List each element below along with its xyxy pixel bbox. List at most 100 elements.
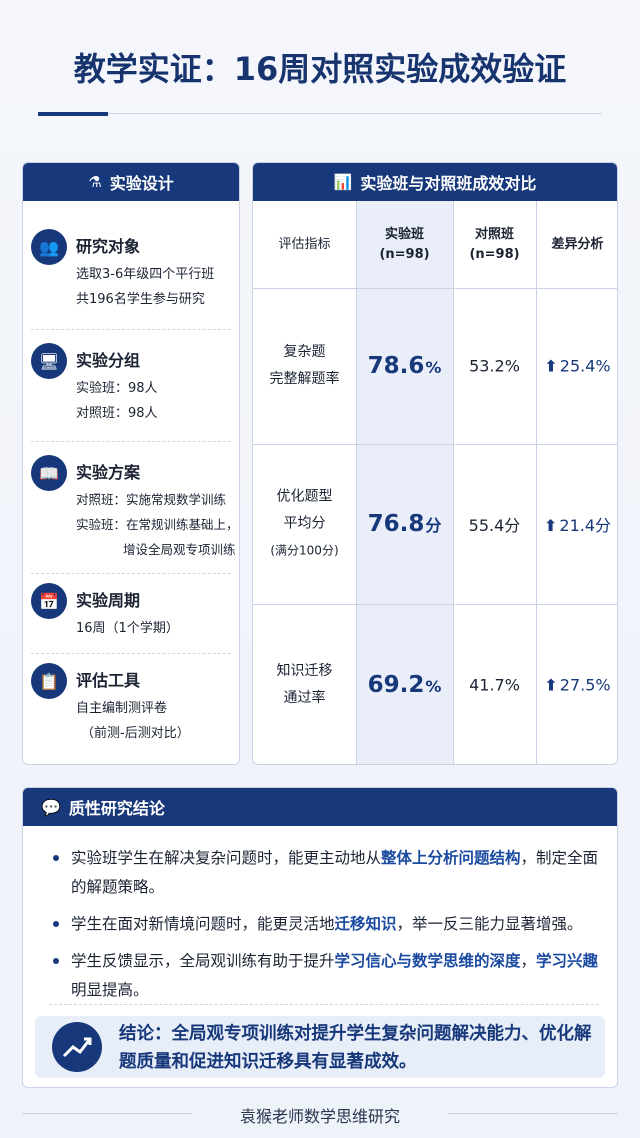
separator	[31, 653, 231, 654]
bullet: 学生反馈显示，全局观训练有助于提升学习信心与数学思维的深度，学习兴趣明显提高。	[49, 947, 599, 1005]
item-icon: 📅	[31, 583, 67, 619]
bullet: 学生在面对新情境问题时，能更灵活地迁移知识，举一反三能力显著增强。	[49, 910, 599, 939]
experimental-value: 78.6%	[368, 353, 442, 379]
highlight-text: 学习兴趣	[536, 952, 599, 970]
panel-header: 📊 实验班与对照班成效对比	[253, 163, 617, 201]
up-arrow: ⬆	[544, 675, 558, 695]
difference: ⬆ 25.4%	[544, 357, 610, 376]
bullet-text: ，举一反三能力显著增强。	[396, 915, 583, 933]
value: 69.2	[367, 672, 425, 698]
bullet-dot	[53, 921, 59, 927]
divider	[49, 1004, 599, 1005]
item-title: 研究对象	[76, 237, 141, 256]
panel-header: 💬 质性研究结论	[23, 788, 617, 826]
difference-value: 21.4分	[559, 516, 612, 535]
value: 76.8	[367, 511, 425, 537]
comparison-panel: 📊 实验班与对照班成效对比 评估指标 实验班 (n=98) 对照班 (n=98) 差异分析复…	[252, 162, 618, 765]
panel-header: ⚗ 实验设计	[23, 163, 239, 201]
conclusion-box: 结论：全局观专项训练对提升学生复杂问题解决能力、优化解题质量和促进知识迁移具有显…	[35, 1016, 605, 1078]
row-line	[253, 288, 617, 289]
unit: %	[425, 677, 442, 696]
difference-value: 25.4%	[559, 356, 611, 376]
item-title: 评估工具	[76, 671, 141, 690]
metric-text: 知识迁移	[276, 663, 333, 679]
conclusion-icon	[52, 1022, 102, 1072]
bullet: 实验班学生在解决复杂问题时，能更主动地从整体上分析问题结构，制定全面的解题策略。	[49, 844, 599, 902]
item-line: 16周（1个学期）	[76, 621, 179, 636]
item-line: 选取3-6年级四个平行班	[76, 267, 215, 282]
unit: %	[425, 358, 442, 377]
difference: ⬆ 21.4分	[544, 512, 611, 536]
item-line: 自主编制测评卷	[76, 701, 168, 716]
header-text: (n=98)	[469, 246, 520, 262]
experimental-value: 69.2%	[368, 672, 442, 698]
up-arrow: ⬆	[544, 356, 558, 376]
control-value: 55.4分	[468, 516, 521, 535]
difference-value: 27.5%	[559, 675, 611, 695]
conclusion-text: 结论：全局观专项训练对提升学生复杂问题解决能力、优化解题质量和促进知识迁移具有显…	[119, 1024, 592, 1072]
up-arrow: ⬆	[543, 516, 558, 535]
metric-text: 平均分	[283, 515, 326, 532]
experimental-value: 76.8分	[368, 511, 442, 537]
row-line	[253, 444, 617, 445]
metric-text: 复杂题	[283, 344, 326, 360]
metric-cell: 复杂题 完整解题率	[270, 339, 340, 393]
bullet-list: 实验班学生在解决复杂问题时，能更主动地从整体上分析问题结构，制定全面的解题策略。…	[49, 844, 599, 1005]
footer-rule	[448, 1113, 618, 1114]
metric-cell: 知识迁移 通过率	[277, 658, 333, 712]
unit: 分	[425, 516, 442, 535]
column-line	[453, 201, 454, 764]
value: 78.6	[367, 353, 425, 379]
footer: 袁猴老师数学思维研究	[239, 1107, 400, 1126]
difference: ⬆ 27.5%	[544, 676, 610, 695]
header-cell: 评估指标	[278, 235, 330, 255]
header-cell: 实验班 (n=98)	[379, 225, 429, 265]
highlight-text: 整体上分析问题结构	[381, 849, 521, 867]
item-icon: 📋	[31, 663, 67, 699]
separator	[31, 441, 231, 442]
metric-text: 通过率	[283, 690, 326, 706]
separator	[31, 329, 231, 330]
item-line: 实验班：在常规训练基础上，	[76, 517, 239, 532]
header-text: (n=98)	[379, 246, 430, 262]
design-panel: ⚗ 实验设计 👥 研究对象选取3-6年级四个平行班 共196名学生参与研究 🖥 实验分组实…	[22, 162, 240, 765]
header-text: 对照班	[474, 226, 514, 242]
header-text: 差异分析	[551, 236, 604, 252]
bullet-dot	[53, 958, 59, 964]
separator	[31, 573, 231, 574]
item-line: 对照班：98人	[76, 406, 158, 421]
row-line	[253, 604, 617, 605]
item-line: 增设全局观专项训练	[123, 542, 236, 557]
bullet-text: 明显提高。	[71, 981, 149, 999]
metric-text: 优化题型	[276, 488, 333, 505]
bullet-text: 学生反馈显示，全局观训练有助于提升	[71, 952, 335, 970]
highlight-text: 学习信心与数学思维的深度	[334, 952, 521, 970]
highlight-column	[356, 201, 453, 764]
item-line: 共196名学生参与研究	[76, 292, 205, 307]
column-line	[356, 201, 357, 764]
highlight-text: 迁移知识	[334, 915, 397, 933]
header-text: 评估指标	[278, 236, 331, 252]
item-icon: 🖥	[31, 343, 67, 379]
control-value: 41.7%	[469, 675, 520, 695]
bullet-text: 学生在面对新情境问题时，能更灵活地	[71, 915, 335, 933]
panel-title: 实验班与对照班成效对比	[360, 174, 537, 193]
item-title: 实验方案	[76, 463, 141, 482]
item-line: 实验班：98人	[76, 381, 158, 396]
bullet-text: ，	[520, 952, 537, 970]
column-line	[536, 201, 537, 764]
item-icon: 👥	[31, 229, 67, 265]
header-text: 实验班	[384, 226, 424, 242]
metric-text: (满分100分)	[270, 543, 339, 558]
footer-rule	[22, 1113, 192, 1114]
header-cell: 差异分析	[551, 235, 603, 255]
findings-panel: 💬 质性研究结论 实验班学生在解决复杂问题时，能更主动地从整体上分析问题结构，制定…	[22, 787, 618, 1088]
bullet-text: 实验班学生在解决复杂问题时，能更主动地从	[71, 849, 382, 867]
item-line: （前测-后测对比）	[81, 726, 190, 741]
control-value: 53.2%	[469, 356, 520, 376]
bullet-dot	[53, 855, 59, 861]
bullet-text: ，制定全面的解题策略。	[71, 849, 599, 896]
item-title: 实验分组	[76, 351, 141, 370]
title-accent	[38, 112, 108, 116]
